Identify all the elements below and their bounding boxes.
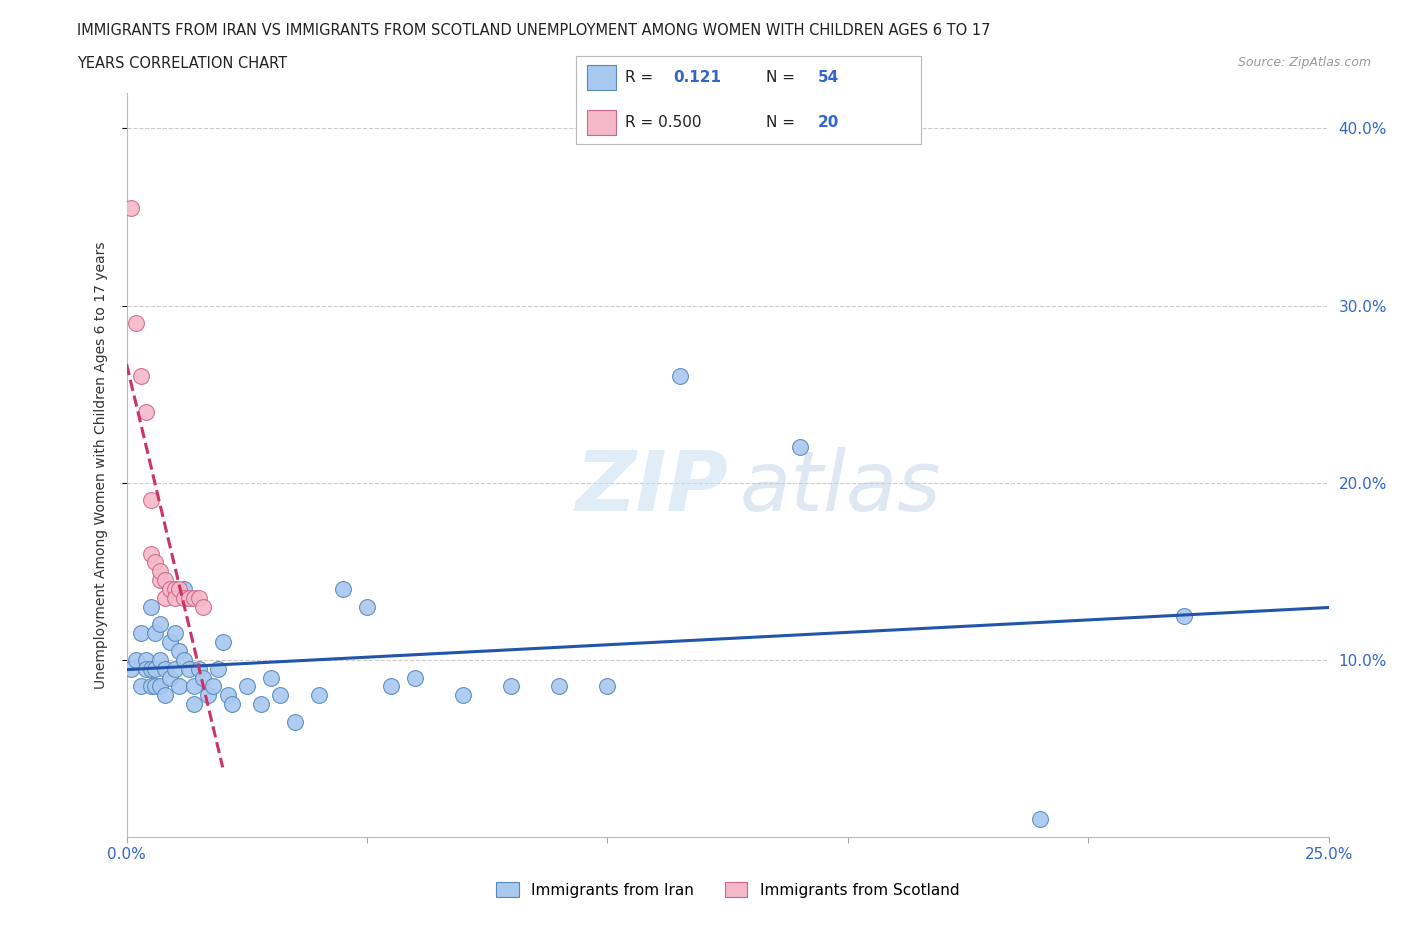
Point	[235, 679, 259, 694]
Point	[501, 679, 523, 694]
Point	[173, 653, 195, 668]
Text: atlas: atlas	[740, 446, 941, 528]
Point	[145, 626, 167, 641]
Point	[149, 653, 172, 668]
Point	[139, 599, 162, 614]
Text: Source: ZipAtlas.com: Source: ZipAtlas.com	[1237, 56, 1371, 69]
Point	[129, 369, 152, 384]
Text: 20: 20	[818, 115, 839, 130]
Point	[356, 599, 378, 614]
FancyBboxPatch shape	[586, 111, 616, 136]
Point	[120, 201, 142, 216]
Point	[332, 581, 354, 596]
Point	[169, 581, 191, 596]
Y-axis label: Unemployment Among Women with Children Ages 6 to 17 years: Unemployment Among Women with Children A…	[94, 241, 108, 689]
Point	[211, 634, 233, 649]
Text: R = 0.500: R = 0.500	[624, 115, 702, 130]
Point	[163, 626, 186, 641]
Point	[183, 697, 205, 711]
Point	[308, 688, 330, 703]
Text: N =: N =	[766, 115, 794, 130]
Point	[129, 626, 152, 641]
Point	[145, 555, 167, 570]
Point	[173, 581, 195, 596]
Point	[183, 591, 205, 605]
Point	[221, 697, 243, 711]
Point	[145, 679, 167, 694]
Point	[139, 546, 162, 561]
Point	[193, 599, 215, 614]
Point	[596, 679, 619, 694]
Point	[139, 679, 162, 694]
Point	[250, 697, 273, 711]
Point	[149, 617, 172, 631]
Point	[269, 688, 291, 703]
Point	[159, 671, 181, 685]
Point	[145, 661, 167, 676]
Point	[135, 653, 157, 668]
Point	[153, 688, 176, 703]
Point	[149, 564, 172, 578]
Point	[163, 661, 186, 676]
Point	[153, 573, 176, 588]
Text: YEARS CORRELATION CHART: YEARS CORRELATION CHART	[77, 56, 287, 71]
Point	[169, 644, 191, 658]
Point	[260, 671, 283, 685]
Point	[149, 679, 172, 694]
Point	[153, 661, 176, 676]
Point	[789, 440, 811, 455]
Point	[159, 634, 181, 649]
Point	[129, 679, 152, 694]
Point	[1029, 812, 1052, 827]
Point	[187, 661, 209, 676]
Point	[149, 573, 172, 588]
Text: ZIP: ZIP	[575, 446, 728, 528]
Point	[125, 316, 148, 331]
Text: 54: 54	[818, 70, 839, 85]
Text: IMMIGRANTS FROM IRAN VS IMMIGRANTS FROM SCOTLAND UNEMPLOYMENT AMONG WOMEN WITH C: IMMIGRANTS FROM IRAN VS IMMIGRANTS FROM …	[77, 23, 991, 38]
Point	[197, 688, 219, 703]
Point	[202, 679, 225, 694]
Legend: Immigrants from Iran, Immigrants from Scotland: Immigrants from Iran, Immigrants from Sc…	[489, 875, 966, 904]
Point	[139, 661, 162, 676]
FancyBboxPatch shape	[586, 65, 616, 89]
Text: N =: N =	[766, 70, 794, 85]
Point	[207, 661, 229, 676]
Text: 0.121: 0.121	[673, 70, 721, 85]
Point	[187, 591, 209, 605]
Point	[139, 493, 162, 508]
Point	[177, 661, 200, 676]
Point	[183, 679, 205, 694]
Point	[217, 688, 239, 703]
Point	[169, 679, 191, 694]
Point	[1173, 608, 1195, 623]
Point	[135, 661, 157, 676]
Point	[163, 591, 186, 605]
Point	[177, 591, 200, 605]
Point	[125, 653, 148, 668]
Point	[159, 581, 181, 596]
Point	[120, 661, 142, 676]
Point	[284, 714, 307, 729]
Point	[548, 679, 571, 694]
Point	[404, 671, 426, 685]
Point	[135, 405, 157, 419]
Point	[380, 679, 402, 694]
Text: R =: R =	[624, 70, 652, 85]
Point	[668, 369, 690, 384]
Point	[173, 591, 195, 605]
Point	[163, 581, 186, 596]
Point	[153, 591, 176, 605]
Point	[193, 671, 215, 685]
Point	[451, 688, 474, 703]
